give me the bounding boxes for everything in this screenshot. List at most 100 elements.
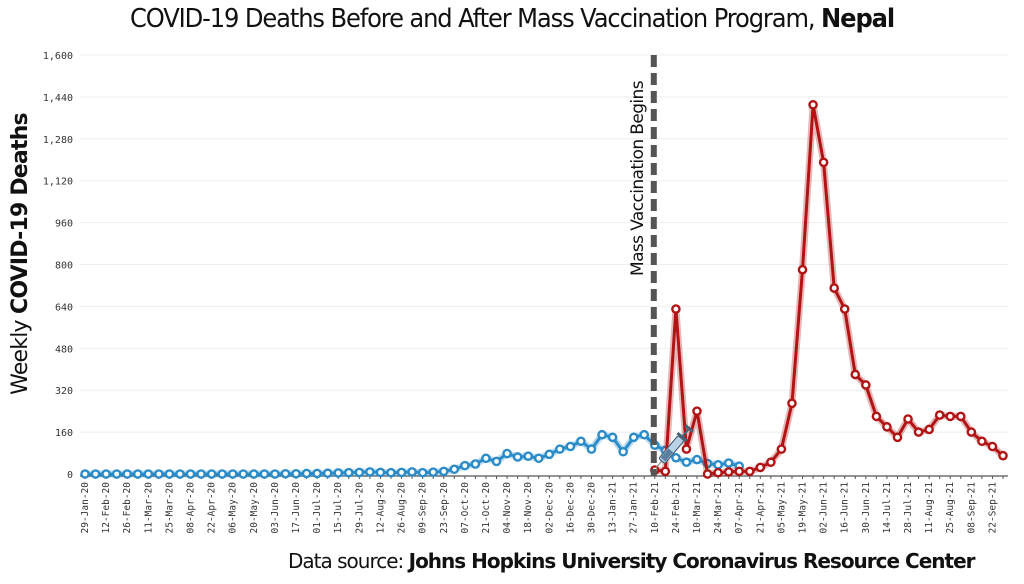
data-point[interactable] (217, 469, 227, 479)
data-point[interactable] (175, 469, 185, 479)
data-point[interactable] (301, 468, 312, 479)
data-point[interactable] (438, 466, 449, 477)
data-point[interactable] (766, 457, 776, 468)
data-point[interactable] (998, 450, 1008, 461)
data-point[interactable] (681, 444, 692, 454)
data-point[interactable] (692, 454, 702, 465)
data-point[interactable] (354, 467, 365, 478)
data-point[interactable] (892, 432, 903, 443)
data-point[interactable] (955, 411, 966, 422)
data-point[interactable] (101, 469, 111, 479)
data-point[interactable] (924, 424, 934, 435)
data-point[interactable] (576, 436, 586, 447)
data-point[interactable] (987, 441, 998, 452)
data-point[interactable] (428, 467, 439, 477)
data-point[interactable] (787, 398, 797, 409)
data-point[interactable] (365, 467, 375, 477)
data-point[interactable] (249, 469, 259, 479)
data-point[interactable] (512, 452, 523, 462)
data-point[interactable] (839, 304, 850, 314)
data-point[interactable] (597, 429, 607, 440)
data-point[interactable] (723, 467, 734, 477)
data-point[interactable] (396, 467, 407, 478)
data-point[interactable] (903, 414, 913, 424)
data-point[interactable] (280, 468, 291, 479)
data-point[interactable] (322, 468, 333, 479)
data-point[interactable] (713, 467, 723, 478)
data-point[interactable] (934, 410, 945, 420)
data-point[interactable] (523, 451, 533, 461)
data-point[interactable] (713, 460, 723, 470)
data-point[interactable] (533, 453, 544, 464)
data-point[interactable] (132, 469, 143, 479)
data-point[interactable] (660, 466, 671, 477)
data-point[interactable] (196, 469, 206, 479)
data-point[interactable] (671, 304, 681, 314)
gridlines (80, 54, 1008, 433)
data-point[interactable] (502, 448, 512, 459)
data-point[interactable] (312, 468, 322, 479)
data-point[interactable] (375, 467, 386, 478)
data-point[interactable] (122, 469, 133, 479)
x-tick-label: 24-Feb-21 (671, 482, 682, 534)
data-point[interactable] (143, 469, 154, 479)
data-point[interactable] (111, 469, 122, 479)
data-point[interactable] (586, 444, 597, 454)
data-point[interactable] (977, 436, 987, 447)
x-tick-label: 01-Jul-20 (312, 482, 323, 534)
data-point[interactable] (206, 469, 217, 479)
data-point[interactable] (755, 462, 766, 473)
data-point[interactable] (227, 469, 238, 479)
data-point[interactable] (460, 460, 470, 471)
data-point[interactable] (808, 99, 818, 110)
data-point[interactable] (259, 469, 270, 479)
data-point[interactable] (871, 411, 882, 422)
data-point[interactable] (607, 432, 618, 443)
data-point[interactable] (776, 444, 787, 454)
data-point[interactable] (681, 457, 692, 468)
data-point[interactable] (238, 469, 249, 479)
data-point[interactable] (692, 406, 702, 416)
data-point[interactable] (343, 467, 354, 478)
data-point[interactable] (966, 427, 977, 437)
data-point[interactable] (702, 469, 713, 479)
x-tick-label: 22-Sep-21 (987, 482, 998, 534)
data-point[interactable] (333, 468, 344, 478)
data-point[interactable] (945, 411, 956, 422)
data-point[interactable] (639, 429, 650, 440)
data-point[interactable] (164, 469, 175, 479)
data-point[interactable] (544, 449, 555, 460)
data-point[interactable] (154, 469, 164, 479)
data-point[interactable] (481, 453, 491, 464)
data-point[interactable] (90, 469, 101, 479)
data-point[interactable] (555, 444, 565, 454)
data-point[interactable] (449, 464, 460, 475)
data-point[interactable] (407, 467, 417, 477)
data-series (80, 99, 1008, 479)
x-tick-label: 14-Jul-21 (882, 482, 893, 534)
data-point[interactable] (291, 468, 301, 479)
data-point[interactable] (723, 458, 734, 468)
data-point[interactable] (470, 459, 481, 469)
data-point[interactable] (618, 446, 628, 457)
data-point[interactable] (628, 432, 639, 443)
data-point[interactable] (671, 452, 681, 463)
data-point[interactable] (270, 469, 280, 479)
data-point[interactable] (850, 369, 861, 380)
x-tick-label: 26-Feb-20 (122, 482, 133, 534)
data-point[interactable] (491, 456, 502, 467)
data-point[interactable] (818, 157, 829, 168)
data-point[interactable] (829, 283, 839, 293)
data-point[interactable] (861, 380, 871, 390)
data-point[interactable] (882, 422, 892, 432)
data-point[interactable] (797, 264, 808, 275)
data-point[interactable] (417, 467, 428, 478)
data-point[interactable] (913, 427, 924, 437)
data-point[interactable] (565, 441, 576, 452)
data-point[interactable] (386, 467, 396, 478)
x-tick-label: 11-Aug-21 (924, 482, 935, 534)
data-point[interactable] (734, 466, 745, 477)
data-point[interactable] (80, 469, 90, 479)
data-point[interactable] (185, 469, 196, 479)
data-point[interactable] (744, 466, 755, 477)
